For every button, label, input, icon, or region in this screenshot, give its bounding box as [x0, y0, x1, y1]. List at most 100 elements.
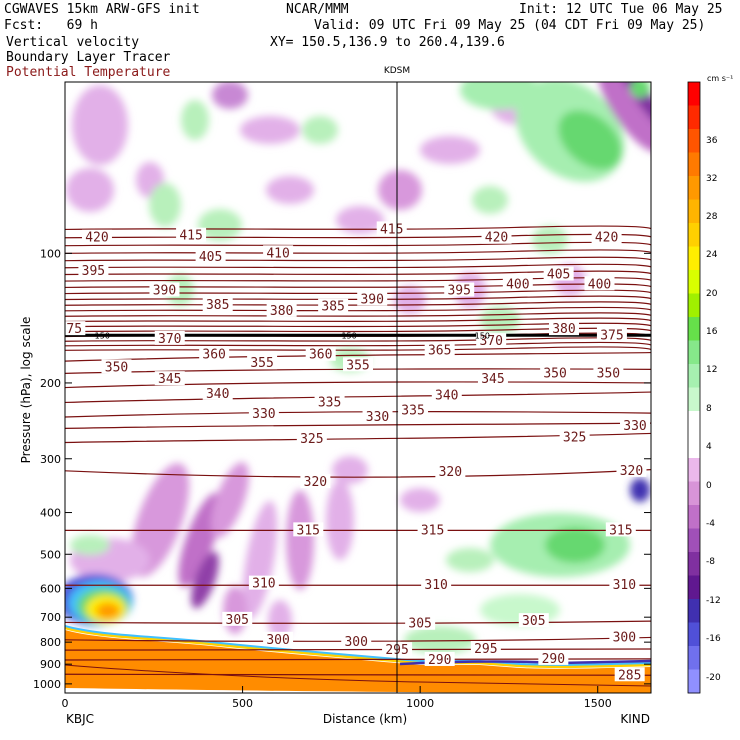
vertical-velocity-field [65, 82, 651, 654]
theta-label-bg [605, 522, 636, 537]
colorbar: 36 32 28 24 20 16 12 8 4 0 -4 -8 -12 -16 -20 [687, 81, 721, 694]
theta-small-label: 150 [475, 331, 490, 340]
theta-label: 380 [552, 322, 575, 337]
colorbar-label: 32 [706, 174, 717, 184]
theta-label: 405 [547, 268, 570, 283]
theta-label-bg [417, 522, 448, 537]
theta-label: 290 [542, 652, 565, 667]
theta-label: 345 [481, 372, 504, 387]
theta-contour [65, 381, 651, 389]
header-fcst: Fcst: 69 h [4, 18, 98, 33]
theta-contour [65, 422, 651, 429]
theta-contour [65, 673, 651, 676]
theta-label: 370 [158, 332, 181, 347]
theta-contour [65, 295, 651, 301]
theta-label-bg [149, 282, 180, 297]
header-xy: XY= 150.5,136.9 to 260.4,139.6 [270, 35, 505, 50]
theta-label-bg [596, 327, 627, 342]
header-init: Init: 12 UTC Tue 06 May 25 [519, 2, 723, 17]
theta-label: 390 [153, 284, 176, 299]
y-axis: 100 200 300 400 500 600 700 800 900 1000 [33, 247, 651, 691]
theta-contour [65, 270, 651, 276]
colorbar-swatch [688, 646, 700, 670]
colorbar-label: 24 [706, 250, 718, 260]
x-axis-label: Distance (km) [323, 712, 407, 726]
theta-label-bg [559, 429, 590, 444]
theta-label: 365 [428, 343, 451, 358]
theta-label-bg [176, 227, 207, 242]
theta-label-bg [477, 371, 508, 386]
theta-label-bg [263, 245, 294, 260]
theta-label: 360 [309, 348, 332, 363]
theta-label: 335 [401, 404, 424, 419]
theta-contour [65, 312, 651, 317]
theta-label-bg [421, 577, 452, 592]
colorbar-swatch [688, 152, 700, 177]
theta-contour [65, 249, 651, 254]
y-tick-label: 900 [40, 658, 61, 671]
theta-label-bg [616, 462, 647, 477]
theta-contour [65, 337, 651, 342]
theta-label: 340 [435, 389, 458, 404]
colorbar-swatch [688, 223, 700, 247]
theta-label: 420 [595, 231, 618, 246]
theta-label-bg [431, 387, 462, 402]
header-model: CGWAVES 15km ARW-GFS init [4, 2, 200, 17]
theta-label-bg [435, 463, 466, 478]
x-tick-label: 1500 [584, 697, 612, 710]
theta-label-bg [154, 330, 185, 345]
theta-label-bg [476, 333, 507, 348]
theta-label: 310 [613, 578, 636, 593]
theta-label: 335 [318, 395, 341, 410]
y-tick-label: 700 [40, 611, 61, 624]
theta-contour [65, 391, 651, 404]
theta-label: 360 [202, 348, 225, 363]
theta-label: 325 [300, 432, 323, 447]
theta-contour [65, 301, 651, 306]
y-axis-label: Pressure (hPa), log scale [19, 317, 33, 464]
theta-contour [65, 346, 651, 351]
theta-label: 375 [59, 322, 82, 337]
theta-label: 350 [105, 360, 128, 375]
theta-label-bg [543, 266, 574, 281]
y-tick-label: 200 [40, 377, 61, 390]
theta-label: 330 [623, 419, 646, 434]
station-right-label: KIND [620, 712, 650, 726]
theta-label-bg [620, 418, 651, 433]
theta-label-bg [444, 282, 475, 297]
colorbar-label: -8 [706, 557, 715, 567]
theta-label: 325 [563, 431, 586, 446]
colorbar-swatch [688, 434, 700, 459]
theta-label-bg [318, 298, 349, 313]
colorbar-label: 0 [706, 481, 712, 491]
colorbar-swatch [688, 528, 700, 553]
theta-label: 310 [424, 578, 447, 593]
theta-label-bg [470, 641, 501, 656]
theta-label-bg [424, 342, 455, 357]
colorbar-swatch [688, 411, 700, 435]
theta-label: 315 [297, 523, 320, 538]
theta-label-bg [199, 346, 230, 361]
theta-contour [65, 411, 651, 418]
theta-label: 285 [618, 668, 641, 683]
theta-label-bg [405, 615, 436, 630]
y-tick-label: 500 [40, 548, 61, 561]
colorbar-label: 16 [706, 327, 718, 337]
theta-label-bg [481, 229, 512, 244]
terrain [65, 688, 651, 693]
theta-label-bg [376, 221, 407, 236]
y-tick-label: 300 [40, 453, 61, 466]
theta-label-bg [78, 263, 109, 278]
plot-frame [64, 81, 652, 694]
colorbar-swatch [688, 317, 700, 341]
theta-label: 295 [474, 642, 497, 657]
x-axis: 0 500 1000 1500 [62, 686, 612, 710]
theta-small-label: 150 [95, 331, 110, 340]
theta-contour [65, 256, 651, 262]
theta-label-bg [65, 321, 86, 336]
theta-label: 415 [179, 229, 202, 244]
colorbar-swatch [688, 481, 700, 506]
theta-label-bg [341, 634, 372, 649]
theta-label: 415 [380, 222, 403, 237]
